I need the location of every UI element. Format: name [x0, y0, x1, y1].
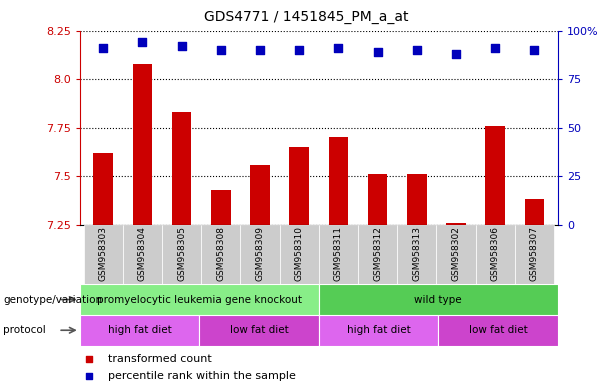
Text: GSM958306: GSM958306 [490, 227, 500, 281]
Text: GSM958311: GSM958311 [334, 227, 343, 281]
Point [294, 47, 304, 53]
Text: high fat diet: high fat diet [347, 325, 410, 335]
Point [530, 47, 539, 53]
Bar [397, 225, 436, 284]
Text: GSM958313: GSM958313 [412, 227, 421, 281]
Bar [319, 225, 358, 284]
Text: high fat diet: high fat diet [108, 325, 171, 335]
Text: low fat diet: low fat diet [230, 325, 288, 335]
Point [412, 47, 422, 53]
Bar [485, 126, 505, 384]
Text: promyelocytic leukemia gene knockout: promyelocytic leukemia gene knockout [97, 295, 302, 305]
Bar [476, 225, 515, 284]
Point [333, 45, 343, 51]
Bar [438, 315, 558, 346]
Bar [93, 153, 113, 384]
Bar [319, 284, 558, 315]
Text: GSM958304: GSM958304 [138, 227, 147, 281]
Point [216, 47, 226, 53]
Text: GSM958302: GSM958302 [451, 227, 460, 281]
Bar [172, 112, 191, 384]
Bar [368, 174, 387, 384]
Bar [525, 199, 544, 384]
Point [373, 49, 383, 55]
Bar [407, 174, 427, 384]
Bar [280, 225, 319, 284]
Point [255, 47, 265, 53]
Point [401, 135, 411, 141]
Text: low fat diet: low fat diet [469, 325, 527, 335]
Text: GSM958307: GSM958307 [530, 227, 539, 281]
Bar [123, 225, 162, 284]
Point [137, 39, 147, 45]
Point [177, 43, 186, 49]
Text: GSM958308: GSM958308 [216, 227, 226, 281]
Point [451, 51, 461, 57]
Bar [132, 64, 152, 384]
Bar [446, 223, 466, 384]
Text: protocol: protocol [3, 325, 46, 335]
Point [490, 45, 500, 51]
Bar [162, 225, 201, 284]
Text: GSM958305: GSM958305 [177, 227, 186, 281]
Text: GSM958312: GSM958312 [373, 227, 382, 281]
Bar [319, 315, 438, 346]
Text: percentile rank within the sample: percentile rank within the sample [109, 371, 296, 381]
Text: GDS4771 / 1451845_PM_a_at: GDS4771 / 1451845_PM_a_at [204, 10, 409, 23]
Bar [80, 315, 199, 346]
Bar [289, 147, 309, 384]
Bar [250, 164, 270, 384]
Bar [80, 284, 319, 315]
Text: genotype/variation: genotype/variation [3, 295, 102, 305]
Bar [358, 225, 397, 284]
Point [98, 45, 108, 51]
Bar [211, 190, 230, 384]
Text: GSM958310: GSM958310 [295, 227, 303, 281]
Text: transformed count: transformed count [109, 354, 212, 364]
Bar [436, 225, 476, 284]
Point [401, 292, 411, 298]
Bar [199, 315, 319, 346]
Text: GSM958303: GSM958303 [99, 227, 108, 281]
Bar [201, 225, 240, 284]
Bar [240, 225, 280, 284]
Bar [329, 137, 348, 384]
Text: GSM958309: GSM958309 [256, 227, 264, 281]
Bar [83, 225, 123, 284]
Text: wild type: wild type [414, 295, 462, 305]
Bar [515, 225, 554, 284]
